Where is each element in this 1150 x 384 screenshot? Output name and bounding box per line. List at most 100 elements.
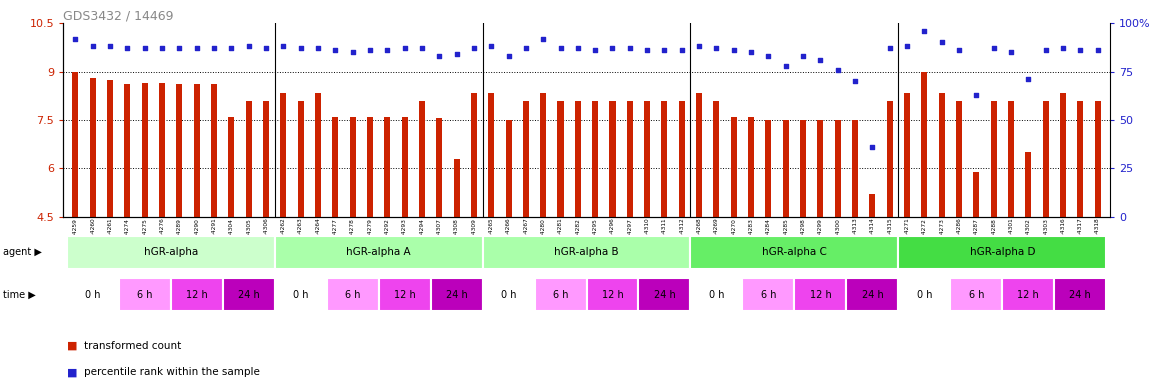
Bar xyxy=(1043,101,1049,217)
Text: 0 h: 0 h xyxy=(85,290,100,300)
Point xyxy=(482,43,500,50)
Bar xyxy=(592,101,598,217)
Point xyxy=(378,47,397,53)
Text: 0 h: 0 h xyxy=(293,290,308,300)
Text: 12 h: 12 h xyxy=(601,290,623,300)
Text: ■: ■ xyxy=(67,367,77,377)
Point xyxy=(846,78,865,84)
Text: agent ▶: agent ▶ xyxy=(3,247,43,258)
Bar xyxy=(506,120,512,217)
Point xyxy=(361,47,380,53)
Point xyxy=(604,45,622,51)
Bar xyxy=(904,93,910,217)
Bar xyxy=(315,93,321,217)
Bar xyxy=(627,101,632,217)
Bar xyxy=(170,278,223,311)
Point xyxy=(516,45,535,51)
Text: 6 h: 6 h xyxy=(137,290,153,300)
Point xyxy=(1071,47,1089,53)
Bar xyxy=(470,93,477,217)
Point xyxy=(898,43,917,50)
Point xyxy=(256,45,275,51)
Point xyxy=(881,45,899,51)
Bar xyxy=(419,101,426,217)
Bar xyxy=(367,117,373,217)
Text: transformed count: transformed count xyxy=(84,341,182,351)
Point xyxy=(465,45,483,51)
Bar xyxy=(327,278,378,311)
Bar xyxy=(644,101,650,217)
Bar xyxy=(350,117,355,217)
Bar xyxy=(898,278,950,311)
Point xyxy=(205,45,223,51)
Bar xyxy=(696,93,703,217)
Point xyxy=(1088,47,1106,53)
Bar xyxy=(956,101,963,217)
Point xyxy=(967,92,986,98)
Point xyxy=(396,45,414,51)
Point xyxy=(187,45,206,51)
Point xyxy=(707,45,726,51)
Text: hGR-alpha A: hGR-alpha A xyxy=(346,247,411,258)
Point xyxy=(933,40,951,46)
Point xyxy=(499,53,518,59)
Point xyxy=(984,45,1003,51)
Bar xyxy=(743,278,795,311)
Point xyxy=(291,45,309,51)
Text: hGR-alpha: hGR-alpha xyxy=(144,247,198,258)
Bar xyxy=(586,278,638,311)
Point xyxy=(950,47,968,53)
Point xyxy=(551,45,569,51)
Bar xyxy=(107,79,113,217)
Point xyxy=(776,63,795,69)
Bar xyxy=(558,101,564,217)
Bar xyxy=(275,278,327,311)
Text: hGR-alpha B: hGR-alpha B xyxy=(554,247,619,258)
Point xyxy=(1036,47,1055,53)
Bar xyxy=(887,101,892,217)
Point xyxy=(327,47,345,53)
Text: 0 h: 0 h xyxy=(500,290,516,300)
Bar xyxy=(430,278,483,311)
Text: 24 h: 24 h xyxy=(238,290,260,300)
Point xyxy=(673,47,691,53)
Bar xyxy=(690,236,898,269)
Bar xyxy=(690,278,743,311)
Bar xyxy=(1026,152,1032,217)
Bar xyxy=(1055,278,1106,311)
Bar xyxy=(950,278,1003,311)
Point xyxy=(344,49,362,55)
Bar xyxy=(1078,101,1083,217)
Point xyxy=(793,53,812,59)
Text: 6 h: 6 h xyxy=(553,290,568,300)
Text: 0 h: 0 h xyxy=(708,290,724,300)
Bar xyxy=(436,118,443,217)
Bar xyxy=(141,83,147,217)
Bar xyxy=(638,278,690,311)
Point xyxy=(656,47,674,53)
Point xyxy=(724,47,743,53)
Bar xyxy=(730,117,737,217)
Bar xyxy=(898,236,1106,269)
Text: 24 h: 24 h xyxy=(1070,290,1091,300)
Bar xyxy=(67,236,275,269)
Bar xyxy=(229,117,235,217)
Point xyxy=(864,144,882,150)
Bar xyxy=(1003,278,1055,311)
Point xyxy=(101,43,120,50)
Bar xyxy=(990,101,997,217)
Bar xyxy=(748,117,754,217)
Point xyxy=(621,45,639,51)
Bar xyxy=(783,120,789,217)
Bar xyxy=(869,194,875,217)
Text: 6 h: 6 h xyxy=(760,290,776,300)
Text: 12 h: 12 h xyxy=(393,290,415,300)
Bar xyxy=(67,278,118,311)
Bar xyxy=(275,236,483,269)
Point xyxy=(811,57,829,63)
Bar xyxy=(401,117,407,217)
Point xyxy=(413,45,431,51)
Bar xyxy=(661,101,667,217)
Text: 12 h: 12 h xyxy=(186,290,207,300)
Text: percentile rank within the sample: percentile rank within the sample xyxy=(84,367,260,377)
